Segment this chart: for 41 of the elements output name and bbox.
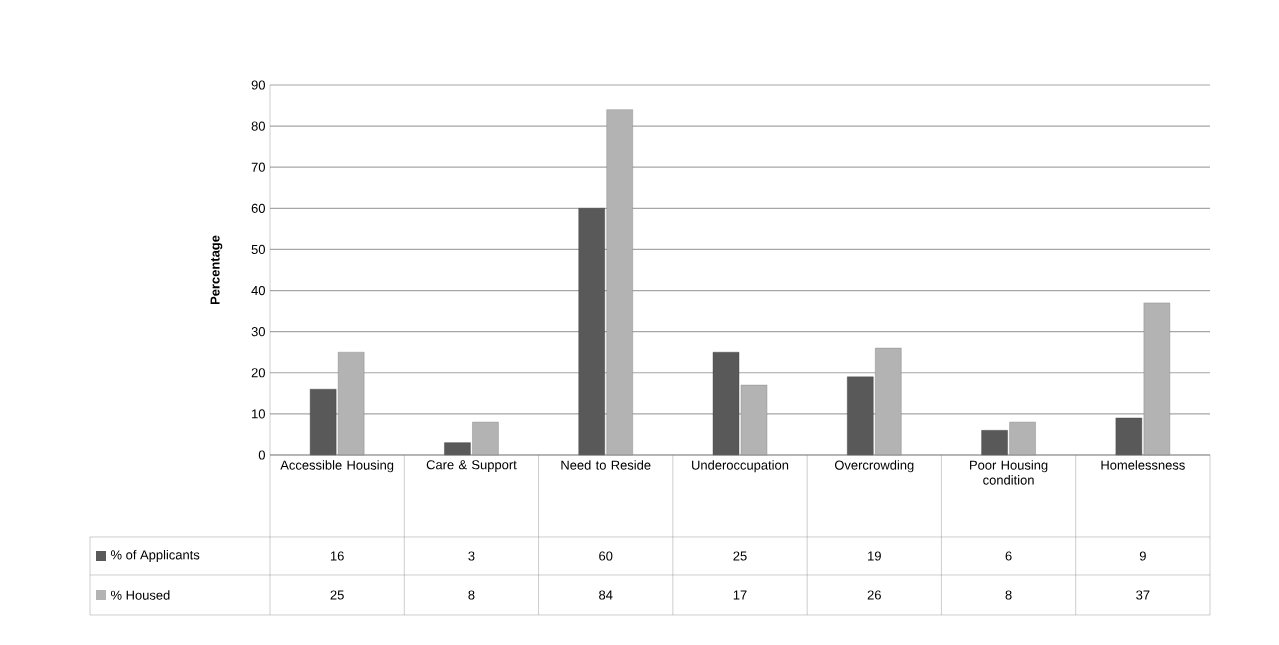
bar (847, 376, 874, 456)
data-label: 16 (330, 551, 344, 561)
x-tick-label: Accessible Housing (280, 460, 394, 473)
y-tick-label: 90 (251, 80, 265, 90)
data-label: 6 (1005, 551, 1012, 561)
x-tick-label: Care & Support (426, 460, 517, 472)
y-tick-label: 10 (252, 409, 265, 419)
y-tick-label: 20 (251, 368, 265, 378)
x-tick-label: Poor Housing condition (970, 460, 1048, 485)
data-label: 25 (733, 551, 747, 561)
x-tick-label: Overcrowding (834, 460, 914, 473)
y-tick-label: 0 (258, 450, 265, 460)
data-label: 3 (468, 551, 475, 561)
y-axis-title: Percentage (210, 235, 223, 305)
legend-label: % of Applicants (110, 549, 200, 563)
y-tick-label: 40 (251, 285, 265, 296)
bar (1115, 417, 1143, 456)
y-tick-label: 50 (251, 244, 265, 255)
data-label: 84 (599, 590, 613, 600)
x-tick-label: Need to Reside (561, 460, 651, 470)
data-label: 26 (867, 590, 881, 600)
data-label: 19 (868, 551, 881, 561)
data-label: 8 (1005, 590, 1012, 600)
data-label: 8 (468, 590, 475, 600)
bar (444, 442, 471, 456)
y-tick-label: 70 (251, 162, 265, 172)
y-tick-label: 60 (251, 203, 265, 213)
x-tick-label: Underoccupation (692, 460, 789, 473)
data-label: 17 (733, 590, 747, 600)
bar (578, 208, 605, 456)
y-tick-label: 30 (251, 327, 265, 337)
y-tick-label: 80 (251, 121, 265, 131)
x-tick-label: Homelessness (1101, 460, 1185, 470)
bar (981, 430, 1008, 456)
legend-label: % Housed (110, 590, 170, 600)
data-label: 60 (599, 551, 613, 561)
data-label: 37 (1136, 590, 1150, 600)
data-label: 9 (1139, 551, 1146, 561)
data-label: 25 (330, 590, 344, 600)
bar (712, 352, 740, 456)
bar (309, 389, 337, 456)
